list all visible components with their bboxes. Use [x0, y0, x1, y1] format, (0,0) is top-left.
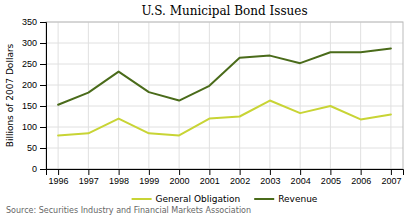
y-tick-mark — [40, 148, 46, 149]
y-axis: 0 50 100 150 200 250 300 350 — [22, 17, 47, 174]
series-group — [58, 48, 391, 135]
grid-line-x — [300, 22, 301, 169]
x-tick-label: 2001 — [200, 176, 220, 186]
x-tick: 2000 — [170, 169, 190, 186]
grid-line-x — [239, 22, 240, 169]
legend-swatch — [132, 198, 152, 200]
x-tick-mark — [391, 169, 392, 175]
plot-frame — [46, 22, 403, 169]
grid-line-y — [46, 106, 403, 107]
x-tick: 2007 — [381, 169, 401, 186]
y-tick: 350 — [22, 17, 46, 27]
grid-line-x — [148, 22, 149, 169]
y-tick: 150 — [22, 101, 46, 111]
x-tick-label: 1998 — [109, 176, 129, 186]
x-tick: 2004 — [291, 169, 311, 186]
grid-line-x — [360, 22, 361, 169]
x-tick-mark — [58, 169, 59, 175]
x-tick-mark — [330, 169, 331, 175]
y-tick-label: 350 — [22, 17, 37, 27]
x-tick-mark — [119, 169, 120, 175]
y-tick: 300 — [22, 38, 46, 48]
x-tick-label: 1999 — [139, 176, 159, 186]
y-tick: 250 — [22, 59, 46, 69]
grid-line-x — [118, 22, 119, 169]
grid-line-y — [46, 43, 403, 44]
x-tick-label: 1996 — [49, 176, 69, 186]
y-tick-label: 100 — [22, 122, 37, 132]
x-tick-mark — [149, 169, 150, 175]
grid-line-y — [46, 148, 403, 149]
x-tick-mark — [179, 169, 180, 175]
x-tick-label: 2006 — [351, 176, 371, 186]
series-line — [58, 101, 391, 136]
annotation: Source: Securities Industry and Financia… — [6, 206, 251, 215]
x-tick: 2003 — [260, 169, 280, 186]
legend-label: Revenue — [278, 194, 318, 204]
chart: 1996199719981999200020012002200320042005… — [0, 0, 415, 217]
x-axis-line — [47, 170, 404, 176]
y-tick-label: 200 — [22, 80, 37, 90]
x-tick-mark — [361, 169, 362, 175]
grid — [46, 22, 403, 169]
grid-line-x — [209, 22, 210, 169]
x-tick-label: 2002 — [230, 176, 250, 186]
x-tick-label: 1997 — [79, 176, 99, 186]
grid-line-x — [179, 22, 180, 169]
y-tick-mark — [40, 22, 46, 23]
grid-line-x — [58, 22, 59, 169]
grid-line-x — [269, 22, 270, 169]
grid-line-x — [390, 22, 391, 169]
x-tick: 1999 — [139, 169, 159, 186]
grid-line-x — [88, 22, 89, 169]
y-tick: 0 — [32, 164, 46, 174]
x-tick-label: 2004 — [291, 176, 311, 186]
y-tick: 200 — [22, 80, 46, 90]
plot-area: 1996199719981999200020012002200320042005… — [22, 17, 404, 186]
y-tick-label: 250 — [22, 59, 37, 69]
y-tick-label: 50 — [27, 143, 37, 153]
y-axis-title: Billions of 2007 Dollars — [5, 43, 15, 147]
y-tick-label: 300 — [22, 38, 37, 48]
legend-item: General Obligation — [132, 194, 241, 204]
x-tick: 1998 — [109, 169, 129, 186]
y-tick-mark — [40, 106, 46, 107]
y-tick-mark — [40, 85, 46, 86]
legend-swatch — [254, 198, 274, 200]
x-tick-label: 2000 — [170, 176, 190, 186]
x-tick-mark — [240, 169, 241, 175]
x-tick: 2001 — [200, 169, 220, 186]
x-axis: 1996 1997 1998 1999 2000 2001 2002 2003 2004 2005… — [47, 169, 404, 186]
x-tick: 2006 — [351, 169, 371, 186]
x-tick-mark — [88, 169, 89, 175]
y-tick-label: 150 — [22, 101, 37, 111]
series-line — [58, 48, 391, 104]
y-tick-mark — [40, 169, 46, 170]
x-tick-mark — [270, 169, 271, 175]
grid-line-x — [330, 22, 331, 169]
x-tick: 1996 — [49, 169, 69, 186]
y-axis-line — [40, 23, 47, 170]
y-tick: 100 — [22, 122, 46, 132]
x-tick-label: 2007 — [381, 176, 401, 186]
x-tick-mark — [209, 169, 210, 175]
legend-item: Revenue — [254, 194, 318, 204]
y-tick-mark — [40, 43, 46, 44]
grid-line-y — [46, 64, 403, 65]
x-tick: 2005 — [321, 169, 341, 186]
legend-label: General Obligation — [156, 194, 241, 204]
title: U.S. Municipal Bond Issues — [141, 4, 307, 18]
y-tick-label: 0 — [32, 164, 37, 174]
y-tick-mark — [40, 64, 46, 65]
x-tick-mark — [300, 169, 301, 175]
x-tick: 2002 — [230, 169, 250, 186]
legend: General Obligation Revenue — [132, 194, 318, 204]
y-tick: 50 — [27, 143, 46, 153]
x-tick-label: 2005 — [321, 176, 341, 186]
x-tick: 1997 — [79, 169, 99, 186]
x-tick-label: 2003 — [260, 176, 280, 186]
y-tick-mark — [40, 127, 46, 128]
